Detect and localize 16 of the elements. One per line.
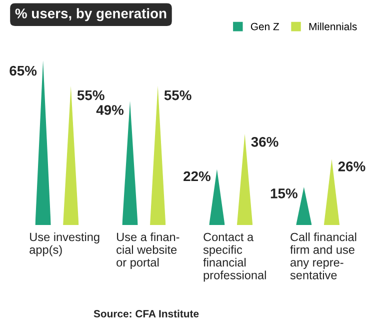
data-label: 49% bbox=[96, 105, 124, 115]
x-tick-label: Contact a specific financial professional bbox=[203, 232, 266, 282]
data-label: 55% bbox=[77, 90, 104, 100]
legend-label: Gen Z bbox=[250, 22, 280, 30]
chart-title: % users, by generation bbox=[15, 8, 166, 22]
x-tick-label: Use investing app(s) bbox=[30, 232, 100, 256]
legend-label: Millennials bbox=[309, 22, 357, 30]
source-note: Source: CFA Institute bbox=[94, 310, 199, 318]
x-tick-label: Call financial firm and use any repre- sentative bbox=[290, 232, 356, 280]
data-label: 15% bbox=[270, 188, 298, 198]
data-label: 65% bbox=[10, 66, 37, 76]
x-tick-label: Use a finan- cial website or portal bbox=[116, 232, 180, 269]
data-label: 22% bbox=[184, 171, 211, 182]
data-label: 55% bbox=[164, 90, 192, 100]
data-label: 36% bbox=[251, 136, 278, 147]
data-label: 26% bbox=[338, 162, 366, 172]
